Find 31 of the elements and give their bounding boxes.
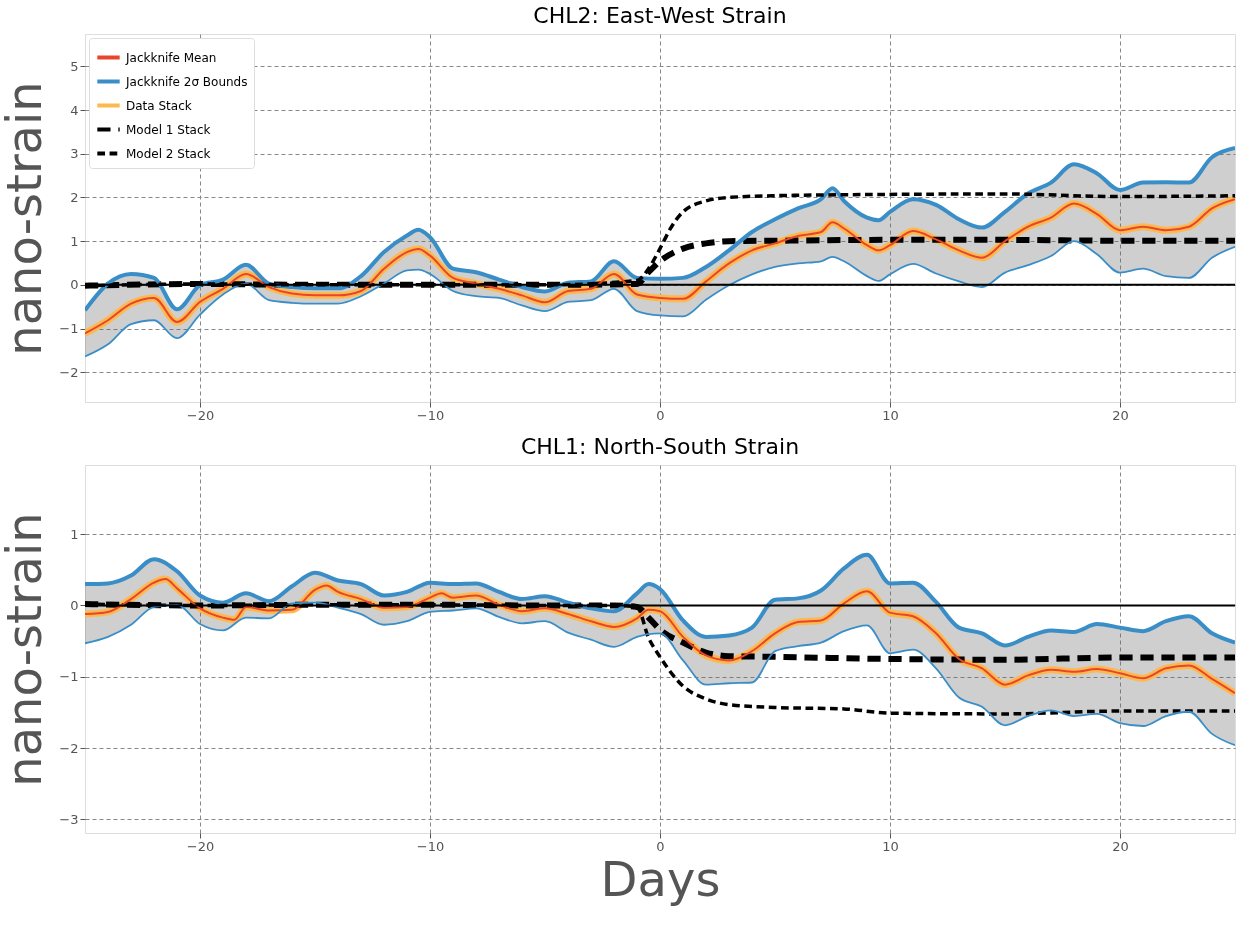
y-axis-title: nano-strain: [0, 81, 53, 356]
legend-label: Jackknife 2σ Bounds: [125, 74, 248, 89]
legend-label: Jackknife Mean: [125, 50, 217, 65]
y-axis-title: nano-strain: [0, 512, 53, 787]
y-tick-label: 5: [70, 58, 79, 74]
y-tick-label: 1: [70, 233, 79, 249]
x-tick-label: −10: [416, 407, 445, 423]
x-tick-label: 20: [1112, 838, 1129, 854]
x-tick-label: 20: [1112, 407, 1129, 423]
y-tick-label: −1: [59, 669, 79, 685]
y-tick-label: 0: [70, 598, 79, 613]
x-tick-label: −10: [416, 838, 445, 854]
x-tick-label: 0: [656, 407, 665, 423]
legend-label: Model 2 Stack: [126, 146, 211, 161]
y-tick-label: −3: [59, 811, 79, 827]
y-tick-label: −1: [59, 321, 79, 337]
y-tick-label: 4: [70, 102, 79, 118]
y-tick-label: 0: [70, 277, 79, 293]
x-tick-label: −20: [186, 407, 215, 423]
chart-title: CHL1: North-South Strain: [520, 434, 800, 459]
x-tick-label: 10: [882, 407, 899, 423]
y-tick-label: 1: [70, 526, 79, 542]
legend-label: Data Stack: [126, 98, 192, 113]
y-tick-label: 3: [70, 146, 79, 162]
legend-label: Model 1 Stack: [126, 122, 211, 137]
x-tick-label: 10: [882, 838, 899, 854]
y-tick-label: −2: [59, 740, 79, 756]
y-tick-label: 2: [70, 189, 79, 205]
y-tick-label: −2: [59, 364, 79, 380]
x-tick-label: −20: [186, 838, 215, 854]
chart-title: CHL2: East-West Strain: [533, 3, 787, 28]
